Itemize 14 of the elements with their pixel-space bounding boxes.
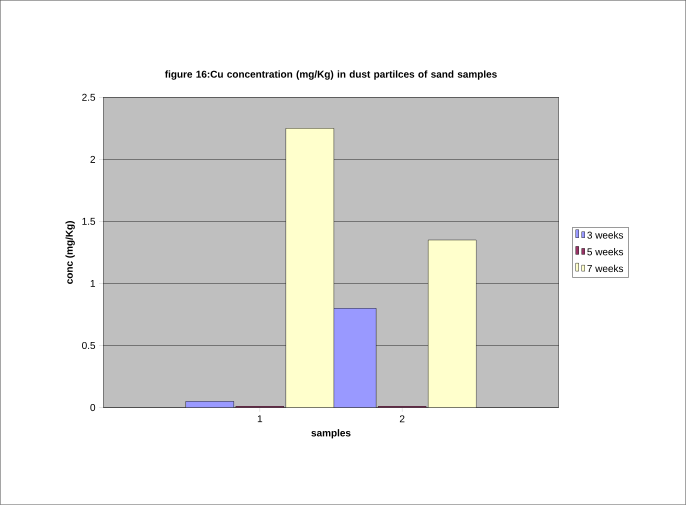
legend-label: 7 weeks: [587, 264, 624, 272]
x-axis-title: samples: [311, 429, 351, 438]
chart-title: figure 16:Cu concentration (mg/Kg) in dust partilces of sand samples: [164, 70, 497, 80]
legend-label: 3 weeks: [587, 231, 624, 239]
legend-label: 5 weeks: [587, 248, 624, 256]
y-tick-label: 2.5: [82, 94, 96, 101]
y-tick-label: 0.5: [82, 342, 96, 350]
bar: [286, 128, 334, 408]
y-tick-label: 2: [90, 156, 96, 163]
y-axis-title: conc (mg/Kg): [65, 221, 75, 284]
y-tick-label: 1: [90, 280, 96, 287]
y-tick-label: 0: [90, 404, 96, 412]
bar: [428, 240, 476, 408]
y-tick-label: 1.5: [82, 218, 96, 225]
